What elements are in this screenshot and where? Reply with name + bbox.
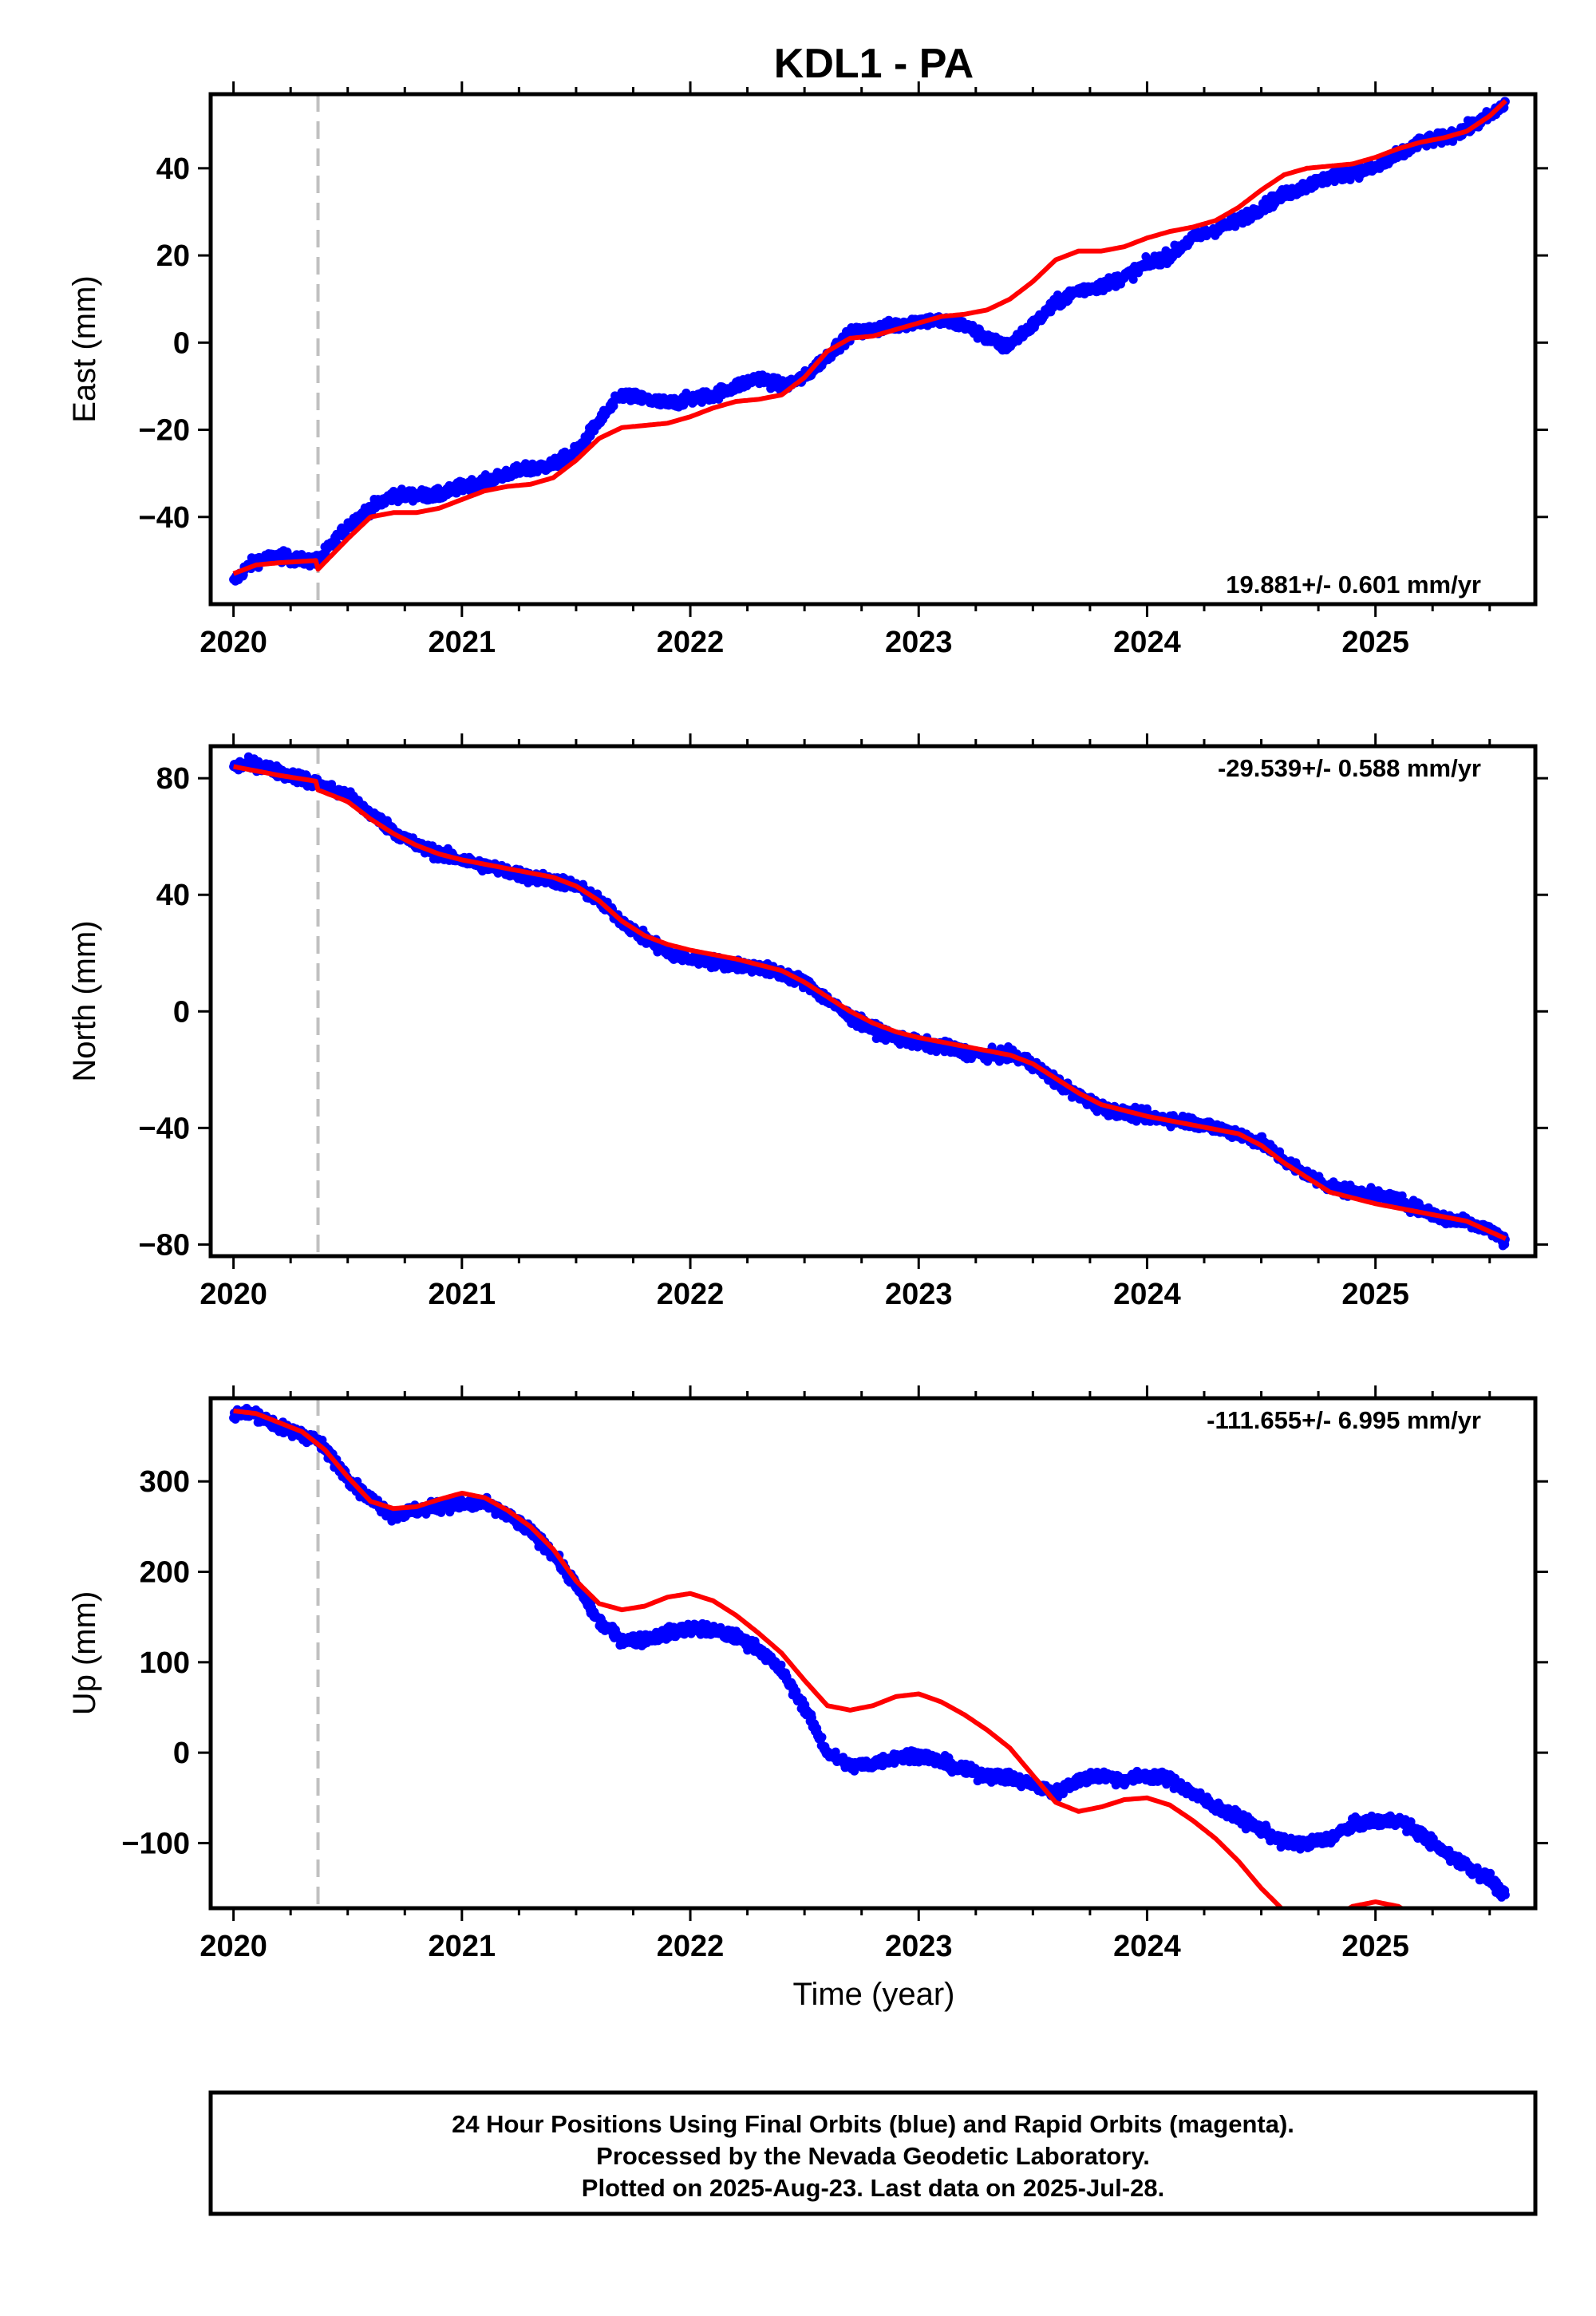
y-tick-label: −40 <box>139 1112 190 1145</box>
observed-point <box>1128 275 1138 284</box>
x-tick-label: 2020 <box>200 626 267 659</box>
y-tick-label: −80 <box>139 1228 190 1262</box>
y-axis-label: North (mm) <box>67 920 102 1081</box>
x-tick-label: 2022 <box>657 626 725 659</box>
rate-label: 19.881+/- 0.601 mm/yr <box>1226 571 1481 599</box>
rate-label: -29.539+/- 0.588 mm/yr <box>1218 754 1481 782</box>
x-tick-label: 2022 <box>657 1278 725 1311</box>
y-tick-label: 20 <box>156 239 190 273</box>
plot-frame <box>208 744 1538 1259</box>
y-tick-label: −40 <box>139 501 190 535</box>
x-tick-label: 2025 <box>1341 1278 1409 1311</box>
east-panel: 2020 2021 2022 2023 2024 2025 −40 −20 0 20 40 East … <box>67 81 1548 659</box>
model-line <box>232 99 1507 576</box>
y-tick-label: −20 <box>139 414 190 448</box>
figure-title: KDL1 - PA <box>774 41 974 87</box>
observed-points <box>229 1404 1510 1902</box>
x-tick-label: 2025 <box>1341 626 1409 659</box>
y-tick-label: 80 <box>156 762 190 796</box>
x-tick-label: 2021 <box>429 626 496 659</box>
x-tick-label: 2023 <box>885 626 953 659</box>
y-tick-label: 40 <box>156 152 190 186</box>
north-panel: 2020 2021 2022 2023 2024 2025 −80 −40 0 40 80 North… <box>67 733 1548 1311</box>
y-tick-label: 40 <box>156 879 190 912</box>
y-tick-label: 0 <box>173 326 190 360</box>
x-tick-label: 2020 <box>200 1278 267 1311</box>
x-tick-label: 2024 <box>1113 626 1181 659</box>
model-line <box>233 764 1507 1241</box>
x-tick-label: 2023 <box>885 1278 953 1311</box>
up-panel: 2020 2021 2022 2023 2024 2025−1000100200300Up… <box>67 1385 1548 1963</box>
x-tick-label: 2021 <box>429 1278 496 1311</box>
x-tick-label: 2024 <box>1113 1278 1181 1311</box>
y-axis-label: East (mm) <box>67 275 102 422</box>
y-tick-label: 0 <box>173 995 190 1029</box>
plot-frame <box>208 92 1538 607</box>
